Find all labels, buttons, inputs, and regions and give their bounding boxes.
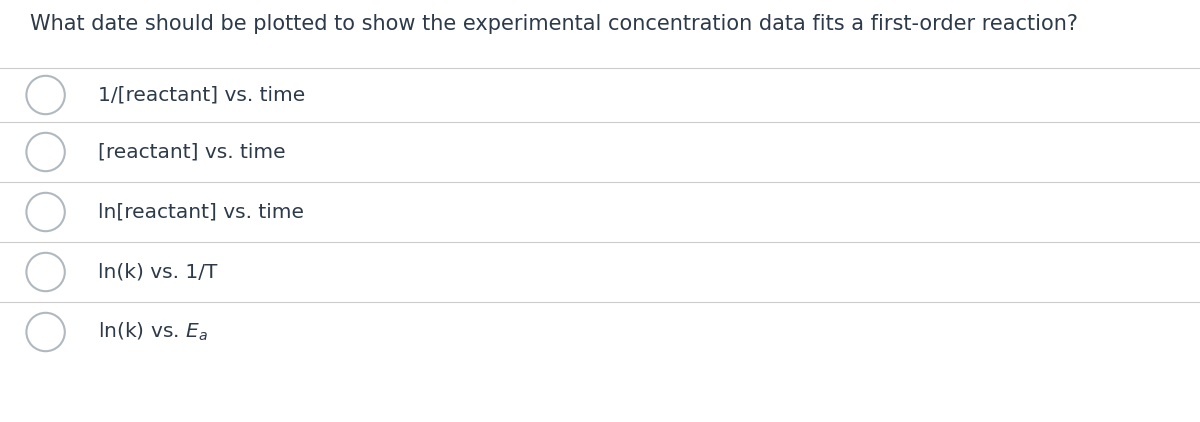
Text: [reactant] vs. time: [reactant] vs. time — [98, 143, 286, 162]
Text: ln(k) vs. $E_a$: ln(k) vs. $E_a$ — [98, 321, 208, 343]
Text: 1/[reactant] vs. time: 1/[reactant] vs. time — [98, 86, 306, 105]
Text: ln[reactant] vs. time: ln[reactant] vs. time — [98, 203, 305, 222]
Text: ln(k) vs. 1/T: ln(k) vs. 1/T — [98, 262, 217, 281]
Text: What date should be plotted to show the experimental concentration data fits a f: What date should be plotted to show the … — [30, 14, 1078, 34]
